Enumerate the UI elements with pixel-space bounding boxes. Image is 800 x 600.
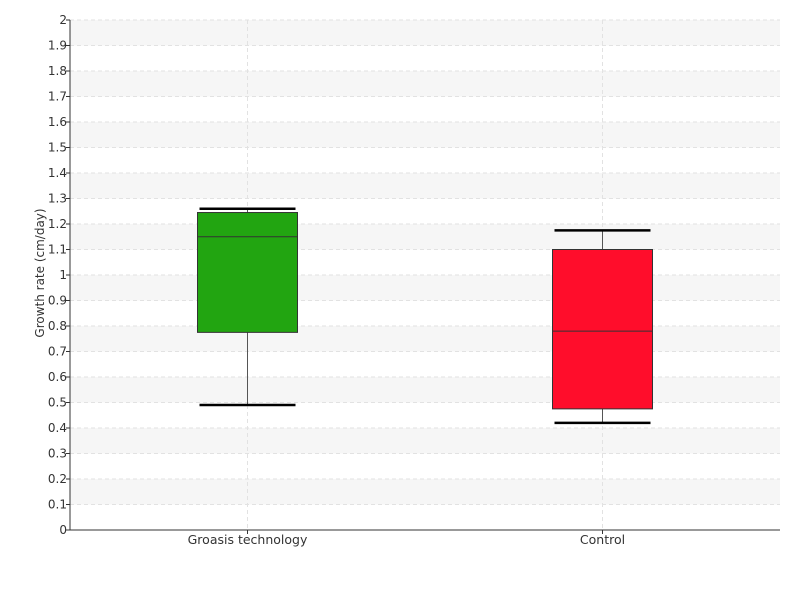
grid-band (70, 173, 780, 199)
grid-band (70, 275, 780, 301)
y-tick-label: 1.3 (48, 192, 67, 206)
x-tick-label: Control (580, 532, 625, 547)
x-tick-label: Groasis technology (188, 532, 308, 547)
y-tick-label: 2 (59, 13, 67, 27)
y-axis-ticks: 0 0.1 0.2 0.3 0.4 0.5 0.6 0.7 0.8 0.9 1 1.1 1.2 1.3 1.… (48, 13, 70, 537)
box-1 (552, 229, 653, 425)
y-tick-label: 0.4 (48, 421, 67, 435)
y-tick-label: 1.6 (48, 115, 67, 129)
box-series (197, 207, 653, 425)
y-tick-label: 1.4 (48, 166, 67, 180)
grid-band (70, 20, 780, 46)
y-tick-label: 0.6 (48, 370, 67, 384)
y-axis-title: Growth rate (cm/day) (33, 208, 47, 337)
box-0 (197, 207, 298, 407)
y-tick-label: 1.8 (48, 64, 67, 78)
y-tick-label: 0.5 (48, 396, 67, 410)
grid-band (70, 479, 780, 505)
x-axis-labels: Groasis technology Control (188, 530, 625, 547)
grid-band (70, 71, 780, 97)
y-tick-label: 0.1 (48, 498, 67, 512)
box-body (197, 212, 298, 333)
y-tick-label: 1.2 (48, 217, 67, 231)
grid-band (70, 377, 780, 403)
grid-bands (70, 20, 780, 505)
grid-band (70, 326, 780, 352)
y-tick-label: 1.5 (48, 141, 67, 155)
y-tick-label: 0.9 (48, 294, 67, 308)
y-tick-label: 1.7 (48, 90, 67, 104)
y-tick-label: 0.8 (48, 319, 67, 333)
y-tick-label: 1 (59, 268, 67, 282)
grid-band (70, 428, 780, 454)
grid-band (70, 122, 780, 148)
y-tick-label: 0 (59, 523, 67, 537)
y-tick-label: 0.3 (48, 447, 67, 461)
y-tick-label: 1.1 (48, 243, 67, 257)
box-body (552, 249, 653, 410)
horizontal-gridlines (70, 19, 780, 531)
y-tick-label: 0.7 (48, 345, 67, 359)
grid-band (70, 224, 780, 250)
y-tick-label: 0.2 (48, 472, 67, 486)
y-tick-label: 1.9 (48, 39, 67, 53)
